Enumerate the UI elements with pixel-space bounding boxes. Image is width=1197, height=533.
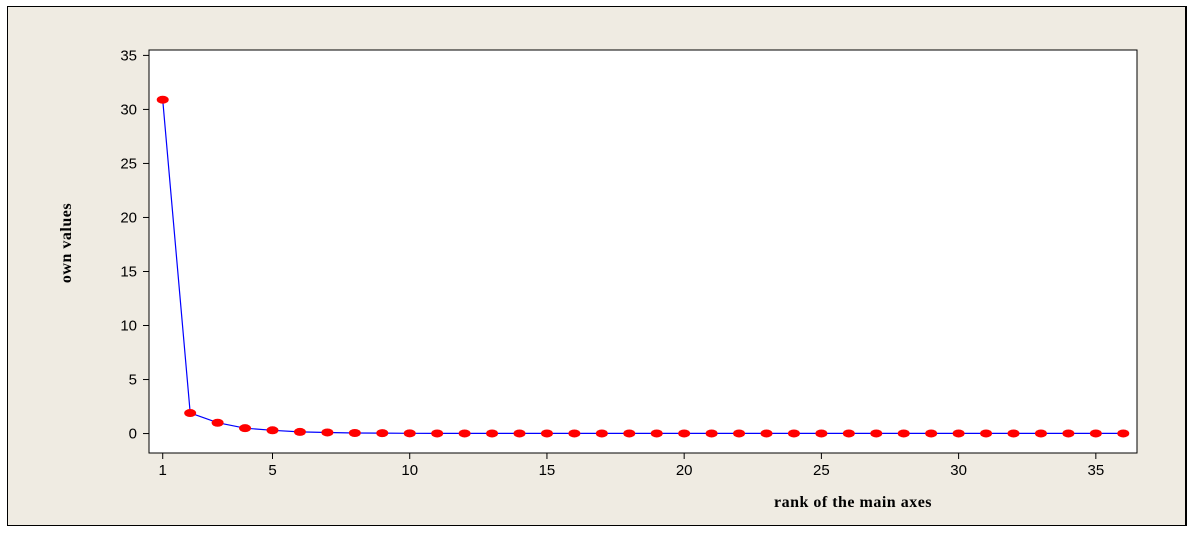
data-point [815,429,828,438]
data-point [678,429,691,438]
data-point [266,426,279,435]
data-point [760,429,773,438]
x-tick-label: 20 [676,462,693,479]
data-point [403,429,416,438]
x-tick-label: 10 [401,462,418,479]
data-point [925,429,938,438]
y-axis-title: own values [58,203,75,283]
data-point [513,429,526,438]
data-point [650,429,663,438]
data-point [1062,429,1075,438]
data-point [184,409,197,418]
data-point [540,429,553,438]
data-point [486,429,499,438]
data-point [870,429,883,438]
data-point [376,429,389,438]
data-point [458,429,471,438]
data-point [431,429,444,438]
data-point [156,95,169,104]
data-point [897,429,910,438]
series-layer [156,95,1130,438]
x-tick-label: 15 [539,462,556,479]
y-axis: 0 5 10 15 20 25 30 35 [120,47,149,443]
y-tick-label: 25 [120,155,137,172]
plot-area [148,49,1138,454]
x-tick-label: 1 [159,462,167,479]
x-tick-label: 25 [813,462,830,479]
x-axis: 1 5 10 15 20 25 30 35 [159,453,1104,479]
y-tick-label: 10 [120,318,137,335]
y-tick-label: 30 [120,101,137,118]
x-tick-label: 5 [268,462,276,479]
data-point [211,418,224,427]
data-point [1089,429,1102,438]
data-point [239,424,252,433]
data-point [623,429,636,438]
data-point [568,429,581,438]
x-tick-label: 35 [1087,462,1104,479]
data-point [1117,429,1130,438]
data-point [1034,429,1047,438]
y-tick-label: 0 [129,426,137,443]
data-point [321,428,334,437]
y-tick-label: 15 [120,263,137,280]
data-point [1007,429,1020,438]
y-tick-label: 35 [120,47,137,64]
data-point [952,429,965,438]
data-point [293,427,306,436]
data-point [842,429,855,438]
y-tick-label: 20 [120,209,137,226]
y-tick-label: 5 [129,372,137,389]
x-axis-title: rank of the main axes [774,494,932,511]
data-point [787,429,800,438]
data-point [595,429,608,438]
data-point [348,429,361,438]
data-point [733,429,746,438]
data-point [705,429,718,438]
data-point [980,429,993,438]
x-tick-label: 30 [950,462,967,479]
